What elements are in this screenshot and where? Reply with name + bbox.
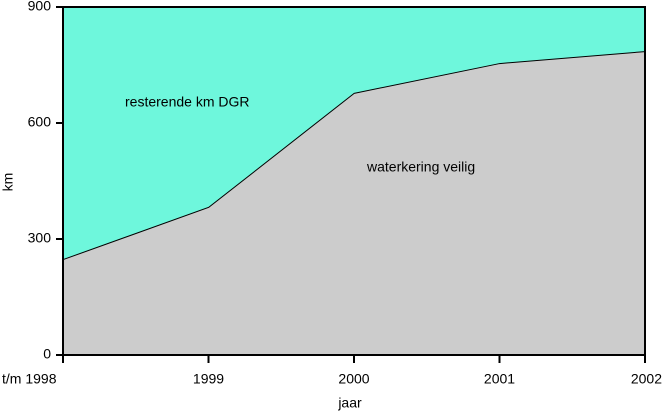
series-label: waterkering veilig [366,159,475,175]
y-tick-label: 600 [28,114,52,130]
x-axis-label: jaar [337,395,362,411]
x-tick-label: 2001 [484,371,515,387]
x-tick-label: 2000 [338,371,369,387]
y-tick-label: 900 [28,0,52,14]
area [63,51,645,355]
x-tick-label: 1999 [193,371,224,387]
y-axis-label: km [0,173,16,192]
y-tick-label: 0 [43,346,51,362]
area [63,7,645,260]
y-tick-label: 300 [28,230,52,246]
x-tick-label: t/m 1998 [2,371,57,387]
series-label: resterende km DGR [125,94,249,110]
x-tick-label: 2002 [631,371,662,387]
